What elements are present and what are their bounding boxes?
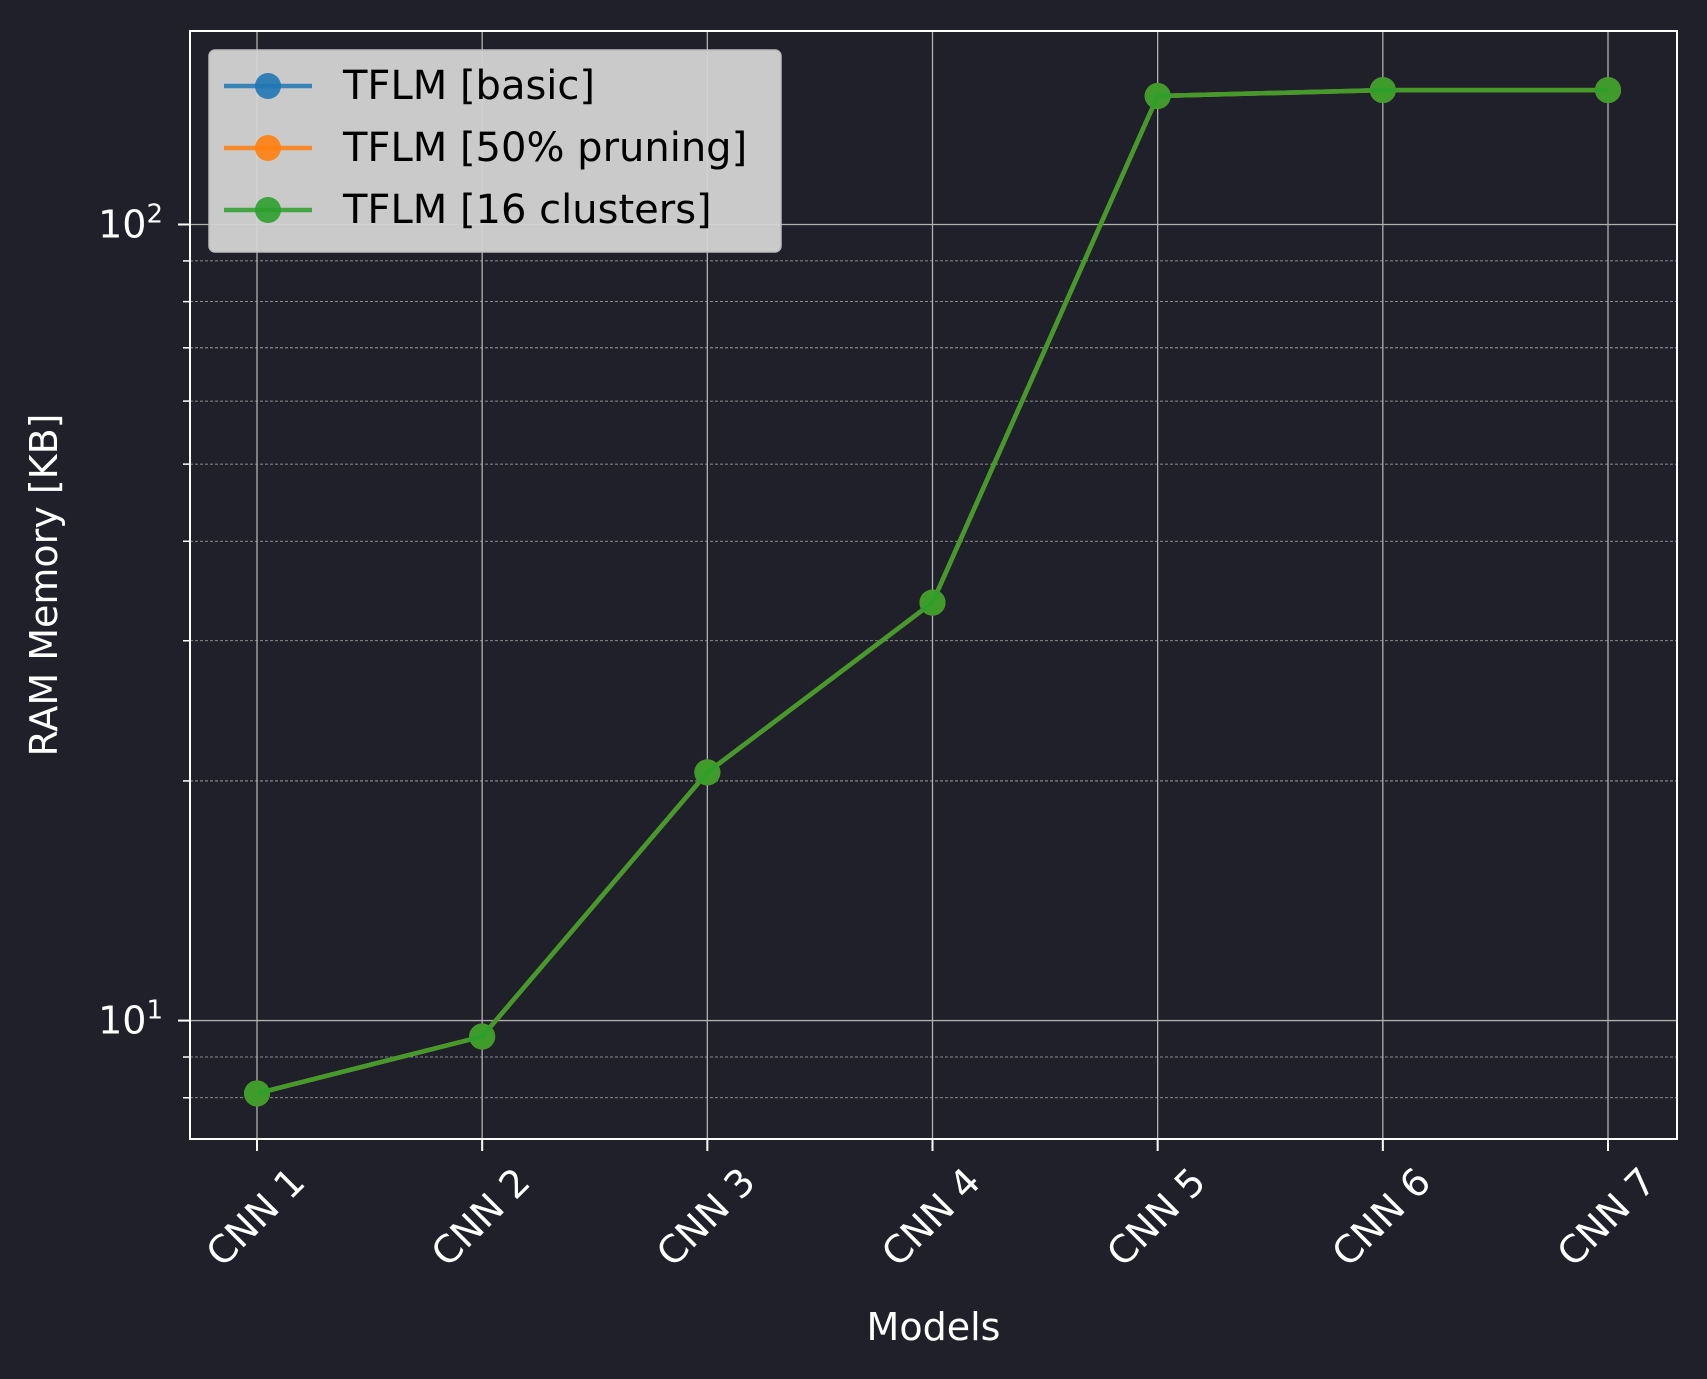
x-axis-label: Models <box>867 1305 1001 1349</box>
data-point <box>469 1023 496 1050</box>
x-tick-label: CNN 1 <box>198 1159 314 1275</box>
legend-label: TFLM [50% pruning] <box>342 125 747 171</box>
y-axis-label: RAM Memory [KB] <box>22 414 66 757</box>
x-ticks: CNN 1 CNN 2 CNN 3 CNN 4 CNN 5 CNN 6 CNN 7 <box>198 1139 1665 1275</box>
x-tick-label: CNN 6 <box>1323 1159 1439 1275</box>
data-point <box>1369 77 1396 104</box>
data-point <box>694 759 721 786</box>
legend-marker <box>255 135 281 161</box>
legend-marker <box>255 197 281 223</box>
x-tick-label: CNN 7 <box>1549 1159 1665 1275</box>
y-tick-label: 101 <box>98 996 163 1043</box>
data-point <box>244 1080 270 1107</box>
legend-label: TFLM [basic] <box>342 63 595 109</box>
x-tick-label: CNN 4 <box>873 1159 989 1275</box>
legend-marker <box>255 73 281 99</box>
x-tick-label: CNN 5 <box>1098 1159 1214 1275</box>
data-point <box>1144 83 1171 110</box>
legend: TFLM [basic] TFLM [50% pruning] TFLM [16 c… <box>208 49 782 253</box>
data-point <box>919 589 946 616</box>
y-tick-label: 102 <box>98 199 163 246</box>
series-layer <box>244 77 1621 1107</box>
y-ticks: 101 102 <box>98 199 190 1099</box>
x-tick-label: CNN 3 <box>648 1159 764 1275</box>
legend-box <box>208 49 782 253</box>
x-tick-label: CNN 2 <box>423 1159 539 1275</box>
data-point <box>1595 77 1621 104</box>
legend-label: TFLM [16 clusters] <box>342 187 712 233</box>
minor-grid <box>190 260 1677 1099</box>
